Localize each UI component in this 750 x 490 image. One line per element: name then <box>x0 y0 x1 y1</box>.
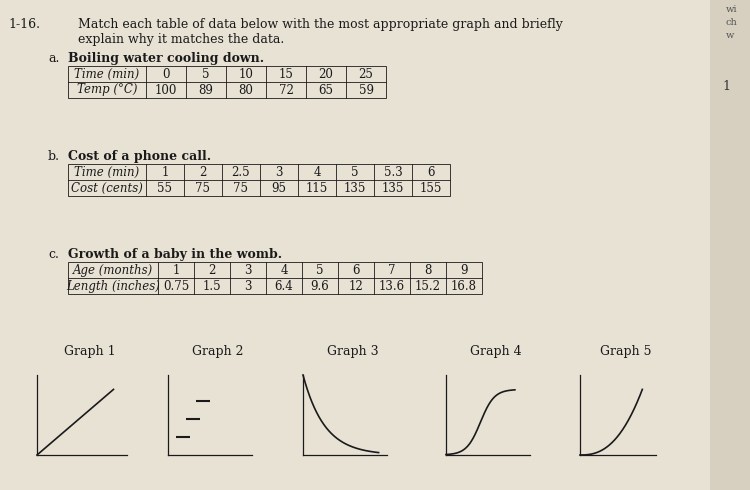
Bar <box>68 164 450 196</box>
Text: 80: 80 <box>238 83 254 97</box>
Text: 75: 75 <box>233 181 248 195</box>
Text: w: w <box>726 31 734 40</box>
Text: Temp (°C): Temp (°C) <box>76 83 137 97</box>
Text: 100: 100 <box>154 83 177 97</box>
Text: Graph 2: Graph 2 <box>192 345 244 358</box>
Text: Match each table of data below with the most appropriate graph and briefly: Match each table of data below with the … <box>78 18 562 31</box>
Text: Age (months): Age (months) <box>73 264 153 276</box>
Text: Graph 4: Graph 4 <box>470 345 522 358</box>
Text: 95: 95 <box>272 181 286 195</box>
Text: wi: wi <box>726 5 737 14</box>
Bar <box>68 262 482 294</box>
Text: 25: 25 <box>358 68 374 80</box>
Text: 15: 15 <box>278 68 293 80</box>
Text: 8: 8 <box>424 264 432 276</box>
Text: 3: 3 <box>275 166 283 178</box>
Text: 5: 5 <box>351 166 358 178</box>
Text: explain why it matches the data.: explain why it matches the data. <box>78 33 284 46</box>
Text: 115: 115 <box>306 181 328 195</box>
Text: 1: 1 <box>722 80 730 93</box>
Text: 15.2: 15.2 <box>415 279 441 293</box>
Text: 6.4: 6.4 <box>274 279 293 293</box>
Text: 1.5: 1.5 <box>202 279 221 293</box>
Text: 4: 4 <box>314 166 321 178</box>
Text: 20: 20 <box>319 68 334 80</box>
Text: 10: 10 <box>238 68 254 80</box>
Text: Graph 1: Graph 1 <box>64 345 116 358</box>
Text: Boiling water cooling down.: Boiling water cooling down. <box>68 52 264 65</box>
Text: 1-16.: 1-16. <box>8 18 40 31</box>
Bar <box>68 66 386 98</box>
Text: 2: 2 <box>209 264 216 276</box>
Text: 9: 9 <box>460 264 468 276</box>
Text: c.: c. <box>48 248 58 261</box>
Text: Time (min): Time (min) <box>74 166 140 178</box>
Text: b.: b. <box>48 150 60 163</box>
Text: a.: a. <box>48 52 59 65</box>
Text: 0.75: 0.75 <box>163 279 189 293</box>
Text: 12: 12 <box>349 279 363 293</box>
Text: 1: 1 <box>161 166 169 178</box>
Text: 1: 1 <box>172 264 180 276</box>
Text: 55: 55 <box>158 181 172 195</box>
Text: 135: 135 <box>344 181 366 195</box>
Text: ch: ch <box>726 18 738 27</box>
Text: 75: 75 <box>196 181 211 195</box>
Text: 0: 0 <box>162 68 170 80</box>
Text: 16.8: 16.8 <box>451 279 477 293</box>
Text: 59: 59 <box>358 83 374 97</box>
Text: 89: 89 <box>199 83 214 97</box>
Text: 3: 3 <box>244 279 252 293</box>
Text: Graph 3: Graph 3 <box>327 345 379 358</box>
Text: Length (inches): Length (inches) <box>66 279 160 293</box>
Text: Cost (cents): Cost (cents) <box>71 181 143 195</box>
Text: 5: 5 <box>202 68 210 80</box>
Text: 135: 135 <box>382 181 404 195</box>
Text: Cost of a phone call.: Cost of a phone call. <box>68 150 211 163</box>
Text: 13.6: 13.6 <box>379 279 405 293</box>
Text: 155: 155 <box>420 181 442 195</box>
Text: 7: 7 <box>388 264 396 276</box>
Text: 5.3: 5.3 <box>383 166 402 178</box>
Text: 72: 72 <box>278 83 293 97</box>
Text: 2: 2 <box>200 166 207 178</box>
Text: 6: 6 <box>352 264 360 276</box>
Text: Growth of a baby in the womb.: Growth of a baby in the womb. <box>68 248 282 261</box>
Text: 6: 6 <box>427 166 435 178</box>
Text: 3: 3 <box>244 264 252 276</box>
Bar <box>710 0 750 490</box>
Text: 65: 65 <box>319 83 334 97</box>
Text: Time (min): Time (min) <box>74 68 140 80</box>
Text: 5: 5 <box>316 264 324 276</box>
Text: Graph 5: Graph 5 <box>600 345 652 358</box>
Text: 9.6: 9.6 <box>310 279 329 293</box>
Text: 4: 4 <box>280 264 288 276</box>
Text: 2.5: 2.5 <box>232 166 251 178</box>
